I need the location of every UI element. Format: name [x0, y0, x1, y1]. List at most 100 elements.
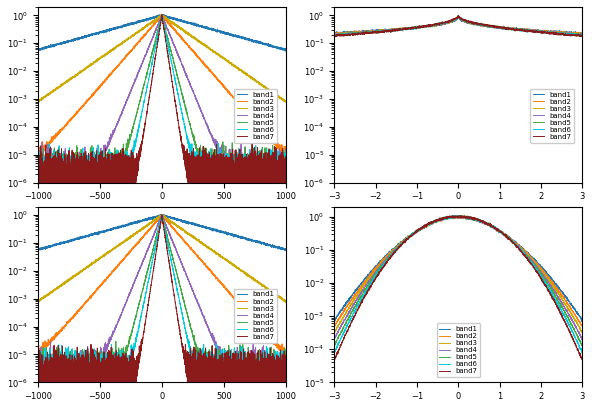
Line: band4: band4: [334, 215, 583, 339]
band7: [445, 215, 452, 220]
band4: [152, 228, 159, 233]
band3: [34, 100, 41, 104]
band6: [451, 18, 458, 22]
band5: [526, 257, 533, 262]
band6: [452, 213, 459, 218]
band1: [343, 31, 350, 35]
band2: [330, 31, 337, 36]
band1: [578, 319, 585, 324]
band1: [579, 317, 586, 322]
band1: [275, 246, 282, 251]
band7: [139, 341, 146, 346]
band4: [140, 56, 147, 61]
band6: [343, 33, 350, 38]
band2: [262, 331, 269, 336]
band7: [152, 253, 159, 257]
band7: [526, 29, 533, 33]
band5: [140, 282, 147, 287]
band4: [445, 215, 452, 220]
band1: [156, 12, 163, 17]
Line: band3: band3: [38, 15, 286, 102]
band1: [139, 218, 146, 223]
band3: [34, 299, 41, 304]
band7: [262, 382, 269, 387]
band1: [152, 214, 159, 219]
band3: [332, 33, 339, 38]
Line: band2: band2: [334, 216, 583, 327]
band7: [158, 212, 165, 217]
band7: [214, 364, 221, 368]
band2: [139, 235, 146, 240]
band4: [457, 213, 464, 218]
band4: [578, 337, 585, 342]
band1: [451, 214, 458, 219]
band6: [215, 386, 222, 391]
band2: [445, 216, 452, 221]
band2: [572, 313, 579, 317]
band6: [262, 176, 269, 181]
band3: [572, 319, 579, 324]
band6: [158, 213, 165, 217]
band3: [330, 331, 337, 336]
band2: [262, 132, 269, 137]
band4: [330, 336, 337, 341]
band2: [152, 220, 159, 225]
band6: [445, 215, 452, 220]
band1: [34, 47, 41, 52]
band3: [262, 286, 269, 291]
Legend: band1, band2, band3, band4, band5, band6, band7: band1, band2, band3, band4, band5, band6…: [436, 323, 480, 377]
band5: [34, 161, 41, 166]
band6: [282, 194, 289, 199]
band4: [579, 337, 586, 341]
Legend: band1, band2, band3, band4, band5, band6, band7: band1, band2, band3, band4, band5, band6…: [234, 289, 278, 343]
band3: [152, 17, 159, 22]
band5: [139, 89, 146, 94]
band3: [526, 254, 533, 259]
band6: [152, 42, 159, 47]
band2: [572, 31, 579, 36]
band2: [452, 18, 459, 23]
band1: [282, 49, 289, 53]
band4: [330, 32, 337, 37]
band4: [343, 313, 350, 318]
band4: [526, 29, 533, 34]
Line: band5: band5: [334, 215, 583, 347]
band7: [262, 179, 269, 184]
Line: band5: band5: [334, 16, 583, 36]
band6: [455, 13, 462, 18]
band3: [526, 28, 533, 33]
band6: [330, 351, 337, 356]
Line: band1: band1: [334, 216, 583, 322]
Line: band7: band7: [38, 15, 286, 211]
band5: [140, 82, 147, 86]
band6: [282, 378, 289, 383]
band1: [139, 18, 146, 23]
band3: [140, 25, 147, 30]
band7: [158, 12, 165, 17]
band4: [343, 31, 350, 36]
band4: [455, 13, 462, 18]
band5: [330, 33, 337, 38]
band2: [35, 356, 42, 361]
band5: [579, 33, 586, 38]
band3: [262, 86, 269, 91]
band7: [451, 215, 458, 220]
band3: [455, 13, 462, 18]
band2: [139, 36, 146, 41]
band7: [526, 259, 533, 264]
band2: [572, 313, 579, 318]
band3: [275, 295, 282, 300]
band2: [330, 325, 337, 330]
band2: [572, 31, 579, 36]
band7: [579, 358, 586, 363]
band3: [452, 18, 459, 22]
band1: [526, 253, 533, 258]
band3: [215, 51, 222, 56]
band2: [579, 31, 586, 35]
band4: [139, 261, 146, 266]
band2: [275, 144, 282, 149]
band5: [572, 330, 579, 335]
band5: [579, 344, 586, 349]
band1: [572, 306, 579, 311]
band5: [451, 215, 458, 220]
